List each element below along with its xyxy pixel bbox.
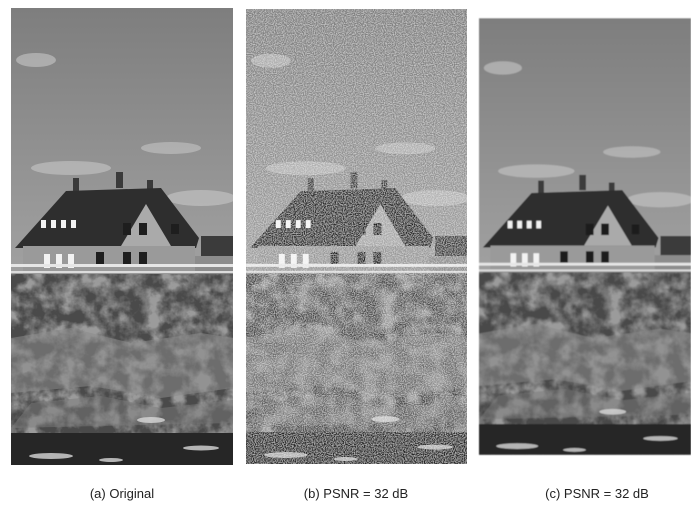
caption: (c) PSNR = 32 dB [545,486,649,501]
caption: (b) PSNR = 32 dB [304,486,408,501]
image-restored [479,18,691,454]
image-original [11,8,236,465]
image-noisy [246,9,470,464]
caption: (a) Original [90,486,154,501]
